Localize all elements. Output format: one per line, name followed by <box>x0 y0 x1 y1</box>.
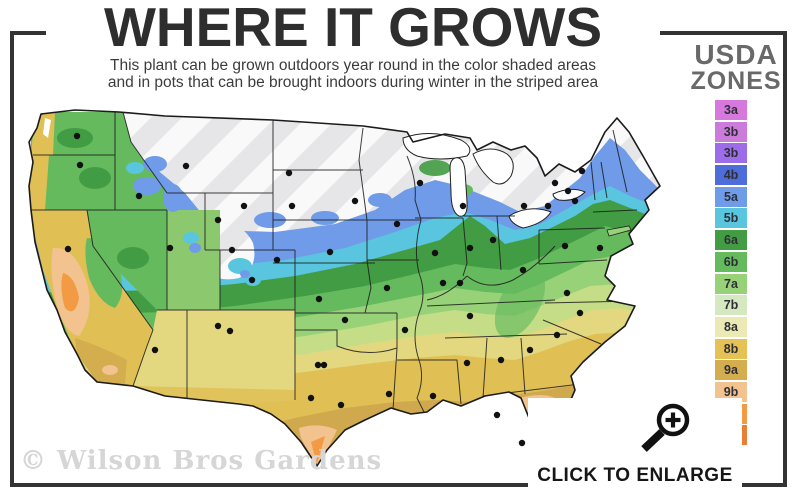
zone-chip-6b: 6b <box>715 251 747 272</box>
legend-title-line-1: USDA <box>694 39 778 70</box>
zone-chip-5a: 5a <box>715 186 747 207</box>
subtitle-line-2: and in pots that can be brought indoors … <box>107 74 599 91</box>
us-coastline <box>28 109 661 467</box>
click-to-enlarge-label[interactable]: CLICK TO ENLARGE <box>537 465 733 486</box>
zone-chip-6a: 6a <box>715 230 747 251</box>
zone-chip-3b: 3b <box>715 121 747 142</box>
zone-chip-8b: 8b <box>715 338 747 359</box>
zone-chip-5b: 5b <box>715 208 747 229</box>
header: WHERE IT GROWS This plant can be grown o… <box>46 0 660 95</box>
zone-chip-3a: 3a <box>715 100 747 120</box>
zone-chip-7b: 7b <box>715 295 747 316</box>
zone-chip-4b: 4b <box>715 165 747 186</box>
usda-zone-map-svg[interactable] <box>15 98 665 468</box>
watermark: © Wilson Bros Gardens <box>20 446 383 476</box>
subtitle: This plant can be grown outdoors year ro… <box>46 57 660 91</box>
legend-title: USDA ZONES <box>684 39 788 95</box>
zone-chip-3b: 3b <box>715 143 747 164</box>
zone-chip-list: 3a3b3b4b5a5b6a6b7a7b8a8b9a9b10a10b <box>715 100 747 446</box>
zone-chip-9a: 9a <box>715 360 747 381</box>
zone-chip-9b: 9b <box>715 381 747 402</box>
click-to-enlarge-button[interactable]: CLICK TO ENLARGE <box>528 398 742 492</box>
zone-chip-7a: 7a <box>715 273 747 294</box>
page-title: WHERE IT GROWS <box>103 0 603 58</box>
usda-zone-map[interactable] <box>15 98 665 473</box>
legend-title-line-2: ZONES <box>690 67 782 95</box>
subtitle-line-1: This plant can be grown outdoors year ro… <box>110 57 596 74</box>
city-dots <box>64 132 604 447</box>
magnifier-plus-icon[interactable] <box>633 398 697 458</box>
zone-chip-8a: 8a <box>715 316 747 337</box>
usda-zones-legend: USDA ZONES 3a3b3b4b5a5b6a6b7a7b8a8b9a9b1… <box>684 39 788 447</box>
